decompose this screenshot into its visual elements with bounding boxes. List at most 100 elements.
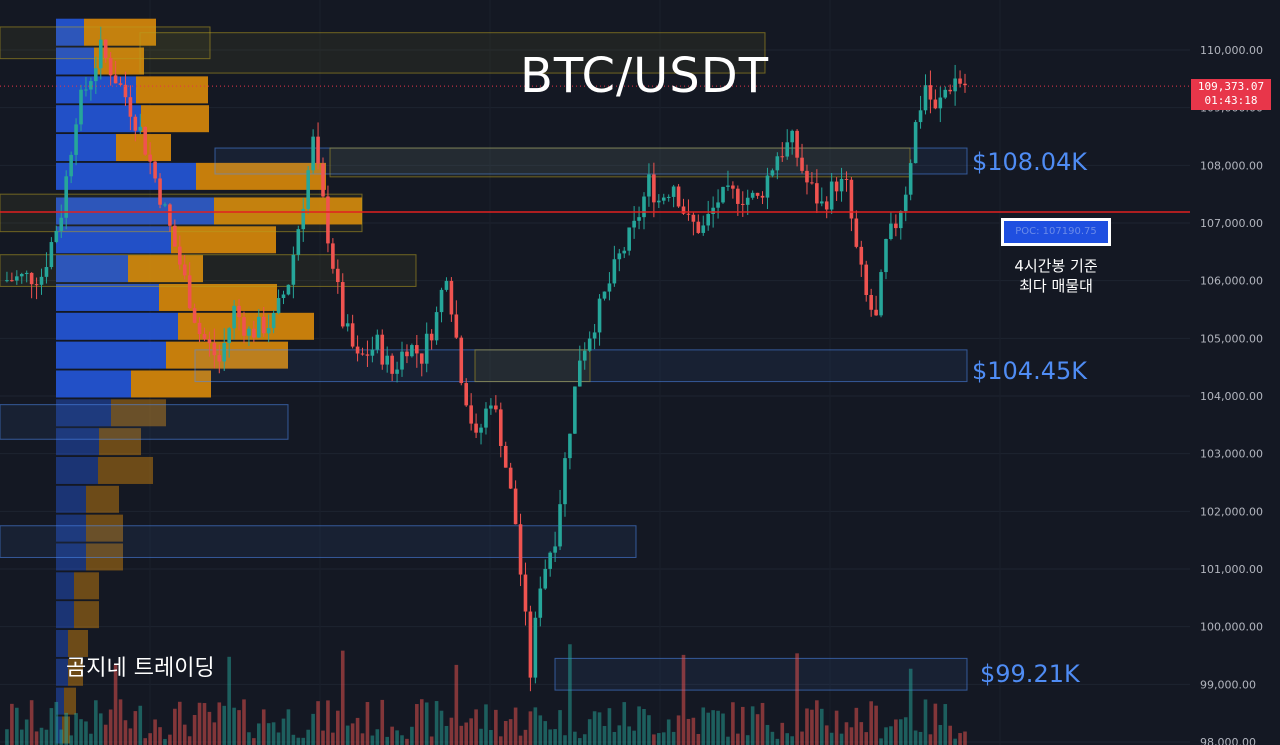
candle-body [133, 116, 138, 131]
y-tick-label: 110,000.00 [1200, 44, 1263, 57]
profile-buy-bar [56, 105, 141, 133]
candle-body [108, 57, 113, 76]
candle-body [578, 360, 582, 387]
volume-bar [800, 731, 804, 745]
candle-body [711, 207, 715, 214]
profile-buy-bar [56, 283, 159, 311]
volume-bar [681, 654, 686, 745]
volume-bar [834, 710, 839, 745]
volume-bar [869, 701, 873, 745]
current-price-tag: 109,373.07 01:43:18 [1191, 79, 1271, 110]
candle-body [74, 124, 78, 155]
candle-body [380, 334, 385, 365]
volume-bar [227, 656, 231, 745]
candle-body [291, 254, 296, 285]
volume-bar [587, 719, 592, 745]
volume-bar [676, 715, 681, 745]
candle-body [775, 156, 780, 171]
volume-bar [321, 730, 325, 745]
candle-body [755, 192, 760, 196]
candle-body [306, 170, 310, 209]
profile-buy-bar [56, 716, 62, 744]
profile-sell-bar [98, 456, 153, 484]
candle-body [691, 214, 696, 222]
candle-body [607, 283, 612, 292]
candle-body [118, 83, 123, 85]
zone-box [0, 254, 417, 287]
volume-bar [173, 708, 177, 745]
candle-body [365, 354, 370, 356]
volume-bar [98, 713, 103, 745]
candle-body [676, 186, 681, 207]
candle-body [884, 239, 888, 273]
volume-bar [380, 699, 385, 745]
candle-body [242, 317, 246, 336]
candle-body [350, 323, 355, 347]
volume-bar [212, 722, 217, 745]
volume-bar [597, 712, 602, 745]
candle-body [261, 316, 266, 334]
candle-body [449, 280, 454, 315]
volume-bar [350, 723, 355, 745]
profile-sell-bar [159, 283, 277, 311]
volume-bar [419, 699, 424, 745]
volume-bar [24, 719, 29, 745]
profile-buy-bar [56, 514, 86, 542]
candlesticks [5, 26, 967, 692]
candle-body [943, 89, 948, 98]
candle-body [513, 488, 518, 525]
profile-sell-bar [166, 341, 288, 369]
candle-body [202, 334, 207, 340]
volume-bar [113, 664, 118, 745]
candle-body [197, 322, 202, 335]
profile-buy-bar [56, 162, 196, 190]
candle-body [217, 355, 222, 362]
volume-bar [64, 712, 68, 745]
volume-bar [143, 738, 148, 745]
candle-body [153, 161, 157, 179]
candle-body [207, 339, 212, 344]
volume-bar [281, 718, 286, 745]
volume-bar [331, 732, 335, 745]
candle-body [652, 174, 656, 203]
profile-buy-bar [56, 134, 116, 162]
candle-body [247, 328, 251, 336]
candle-body [434, 312, 439, 341]
profile-buy-bar [56, 399, 111, 427]
candle-body [834, 181, 839, 192]
candle-body [637, 217, 641, 221]
volume-bar [864, 732, 869, 745]
candle-body [192, 308, 197, 323]
candle-body [839, 178, 844, 192]
volume-bar [257, 723, 261, 745]
profile-buy-bar [56, 370, 131, 398]
volume-bar [622, 702, 627, 745]
y-tick-label: 108,000.00 [1200, 159, 1263, 172]
candle-body [750, 192, 755, 198]
zone-label-108k: $108.04K [972, 148, 1087, 176]
candle-body [647, 174, 651, 197]
volume-bar [548, 729, 552, 745]
volume-bar [627, 726, 631, 745]
volume-bar [963, 731, 967, 745]
volume-profile [56, 18, 362, 744]
poc-note-line1: 4시간봉 기준 [1014, 257, 1098, 275]
candle-body [489, 405, 493, 409]
volume-bar [103, 724, 108, 745]
candle-body [24, 272, 29, 274]
profile-sell-bar [86, 514, 123, 542]
volume-bar [222, 705, 227, 745]
volume-bar [464, 722, 469, 745]
volume-bar [884, 727, 888, 745]
zone-label-104k: $104.45K [972, 357, 1087, 385]
candle-body [444, 280, 449, 290]
candle-body [64, 176, 68, 218]
volume-bar [578, 738, 582, 745]
profile-sell-bar [141, 105, 209, 133]
volume-bar [370, 735, 375, 745]
y-tick-label: 105,000.00 [1200, 332, 1263, 345]
volume-bar [34, 731, 39, 745]
volume-bar [449, 717, 454, 745]
candle-body [113, 75, 118, 84]
volume-bar [815, 700, 819, 745]
